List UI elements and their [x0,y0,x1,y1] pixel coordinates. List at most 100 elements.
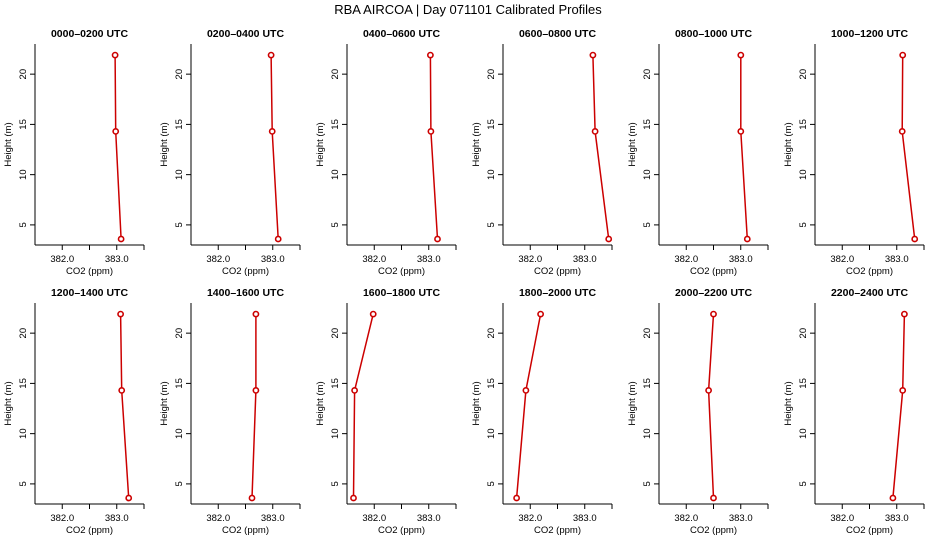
data-point [705,386,712,394]
y-tick-label: 20 [486,69,497,80]
x-tick-label: 382.0 [362,513,386,524]
y-tick-label: 10 [642,169,653,180]
y-tick-label: 5 [174,222,185,227]
x-tick-label: 382.0 [206,513,230,524]
y-tick-label: 10 [486,428,497,439]
x-tick-label: 383.0 [729,254,753,265]
data-point [111,51,119,59]
y-tick-label: 15 [330,119,341,130]
y-tick-label: 20 [642,328,653,339]
y-axis-label: Height (m) [783,122,794,166]
y-tick-label: 10 [18,169,29,180]
data-point [591,127,599,135]
panel-title: 1200–1400 UTC [51,287,128,299]
y-axis-label: Height (m) [627,122,638,166]
x-tick-label: 382.0 [362,254,386,265]
y-tick-label: 15 [174,378,185,389]
y-tick-label: 15 [18,119,29,130]
data-point [737,51,745,59]
y-tick-label: 5 [18,481,29,486]
profile-line [251,314,257,499]
y-tick-label: 15 [486,119,497,130]
panel-title: 2000–2200 UTC [675,287,752,299]
data-point [117,310,124,318]
panel: 0600–0800 UTC 382.0 383.0 5 10 15 20 CO2 (ppm) H… [471,28,613,277]
data-point [911,235,919,243]
panel: 1200–1400 UTC 382.0 383.0 5 10 15 20 CO2 (ppm) H… [3,287,145,536]
x-tick-label: 382.0 [518,254,542,265]
data-point [268,127,276,135]
x-axis-label: CO2 (ppm) [534,525,581,536]
data-point [434,235,441,243]
panel-title: 0800–1000 UTC [675,28,752,40]
data-point [710,310,717,318]
x-axis-label: CO2 (ppm) [222,525,269,536]
panel: 1000–1200 UTC 382.0 383.0 5 10 15 20 CO2 (ppm) H… [783,28,925,277]
panel: 0200–0400 UTC 382.0 383.0 5 10 15 20 CO2 (ppm) H… [159,28,301,277]
x-tick-label: 383.0 [729,513,753,524]
y-tick-label: 15 [798,378,809,389]
x-axis-label: CO2 (ppm) [222,266,269,277]
y-tick-label: 20 [798,328,809,339]
main-title: RBA AIRCOA | Day 071101 Calibrated Profi… [334,2,602,17]
profile-line [515,313,542,499]
y-tick-label: 20 [642,69,653,80]
y-tick-label: 20 [174,69,185,80]
y-tick-label: 10 [18,428,29,439]
y-tick-label: 5 [330,481,341,486]
profile-line [352,313,374,499]
y-tick-label: 5 [642,222,653,227]
x-tick-label: 382.0 [50,254,74,265]
panel-title: 0600–0800 UTC [519,28,596,40]
data-point [898,127,906,135]
x-tick-label: 382.0 [674,254,698,265]
x-tick-label: 383.0 [261,513,285,524]
profile-line [740,55,749,240]
y-tick-label: 15 [174,119,185,130]
y-tick-label: 10 [174,428,185,439]
data-point [118,386,126,394]
data-point [252,310,260,318]
x-tick-label: 383.0 [105,254,129,265]
panel-title: 1000–1200 UTC [831,28,908,40]
profile-line [707,314,715,499]
x-axis-label: CO2 (ppm) [378,525,425,536]
data-point [248,494,256,502]
data-point [710,494,717,502]
data-point [513,494,520,502]
y-axis-label: Height (m) [159,381,170,425]
x-tick-label: 382.0 [674,513,698,524]
data-point [427,127,435,135]
panel-title: 2200–2400 UTC [831,287,908,299]
panel-title: 0400–0600 UTC [363,28,440,40]
x-axis-label: CO2 (ppm) [66,525,113,536]
y-axis-label: Height (m) [159,122,170,166]
panel: 1800–2000 UTC 382.0 383.0 5 10 15 20 CO2 (ppm) H… [471,287,613,536]
data-point [605,235,613,243]
y-tick-label: 15 [486,378,497,389]
panel: 0000–0200 UTC 382.0 383.0 5 10 15 20 CO2 (ppm) H… [3,28,145,277]
y-tick-label: 5 [486,481,497,486]
y-tick-label: 10 [642,428,653,439]
y-tick-label: 5 [642,481,653,486]
y-tick-label: 20 [330,69,341,80]
data-point [426,51,434,59]
y-axis-label: Height (m) [783,381,794,425]
y-tick-label: 5 [798,481,809,486]
profile-line [119,314,130,499]
profile-line [114,55,122,240]
y-tick-label: 15 [798,119,809,130]
data-point [369,310,377,318]
y-tick-label: 5 [330,222,341,227]
x-tick-label: 383.0 [885,513,909,524]
x-tick-label: 383.0 [885,254,909,265]
data-point [589,51,597,59]
data-point [522,386,530,394]
data-point [743,235,751,243]
x-axis-label: CO2 (ppm) [66,266,113,277]
panel-title: 0000–0200 UTC [51,28,128,40]
y-axis-label: Height (m) [627,381,638,425]
y-tick-label: 5 [18,222,29,227]
profile-line [892,314,906,499]
x-tick-label: 382.0 [518,513,542,524]
